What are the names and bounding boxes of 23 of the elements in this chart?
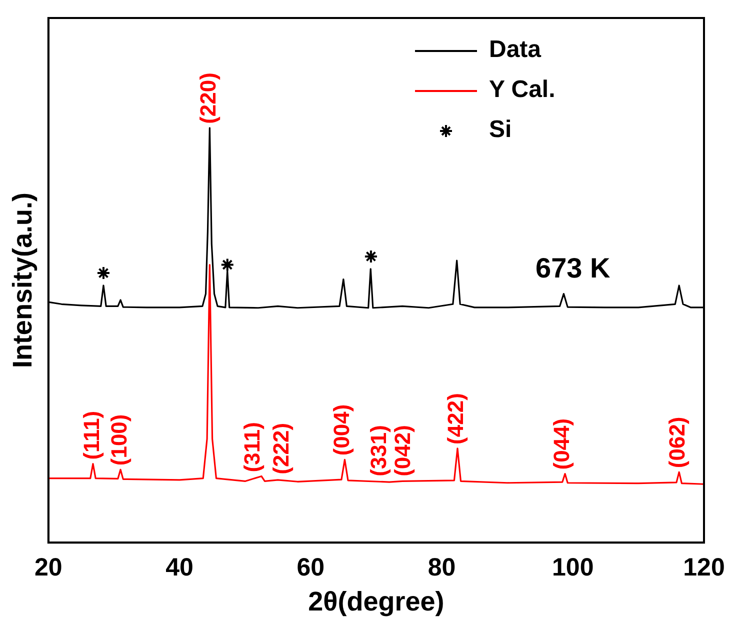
annotation: (004) <box>328 404 354 456</box>
annotation: (044) <box>549 418 574 470</box>
annotation: (222) <box>268 422 294 474</box>
annotation: (100) <box>106 414 132 466</box>
annotation: (422) <box>442 393 468 444</box>
x-tick-label: 80 <box>428 553 456 582</box>
annotation: (220) <box>196 72 221 124</box>
legend-label: Si <box>489 116 512 144</box>
x-tick-label: 100 <box>552 553 594 582</box>
annotation: (062) <box>664 416 690 468</box>
annotation: (042) <box>390 425 415 476</box>
x-tick-label: 60 <box>296 553 325 582</box>
annotation: 673 K <box>536 252 610 284</box>
annotation: (111) <box>79 410 104 460</box>
x-tick-label: 120 <box>683 553 725 582</box>
x-tick-label: 20 <box>34 553 62 582</box>
legend-label: Y Cal. <box>489 76 556 104</box>
annotation: (311) <box>240 422 265 472</box>
legend-label: Data <box>489 36 542 64</box>
x-tick-label: 40 <box>166 553 194 582</box>
annotation: (331) <box>366 425 392 476</box>
y-axis-title: Intensity(a.u.) <box>8 192 38 368</box>
x-axis-title: 2θ(degree) <box>308 586 444 616</box>
